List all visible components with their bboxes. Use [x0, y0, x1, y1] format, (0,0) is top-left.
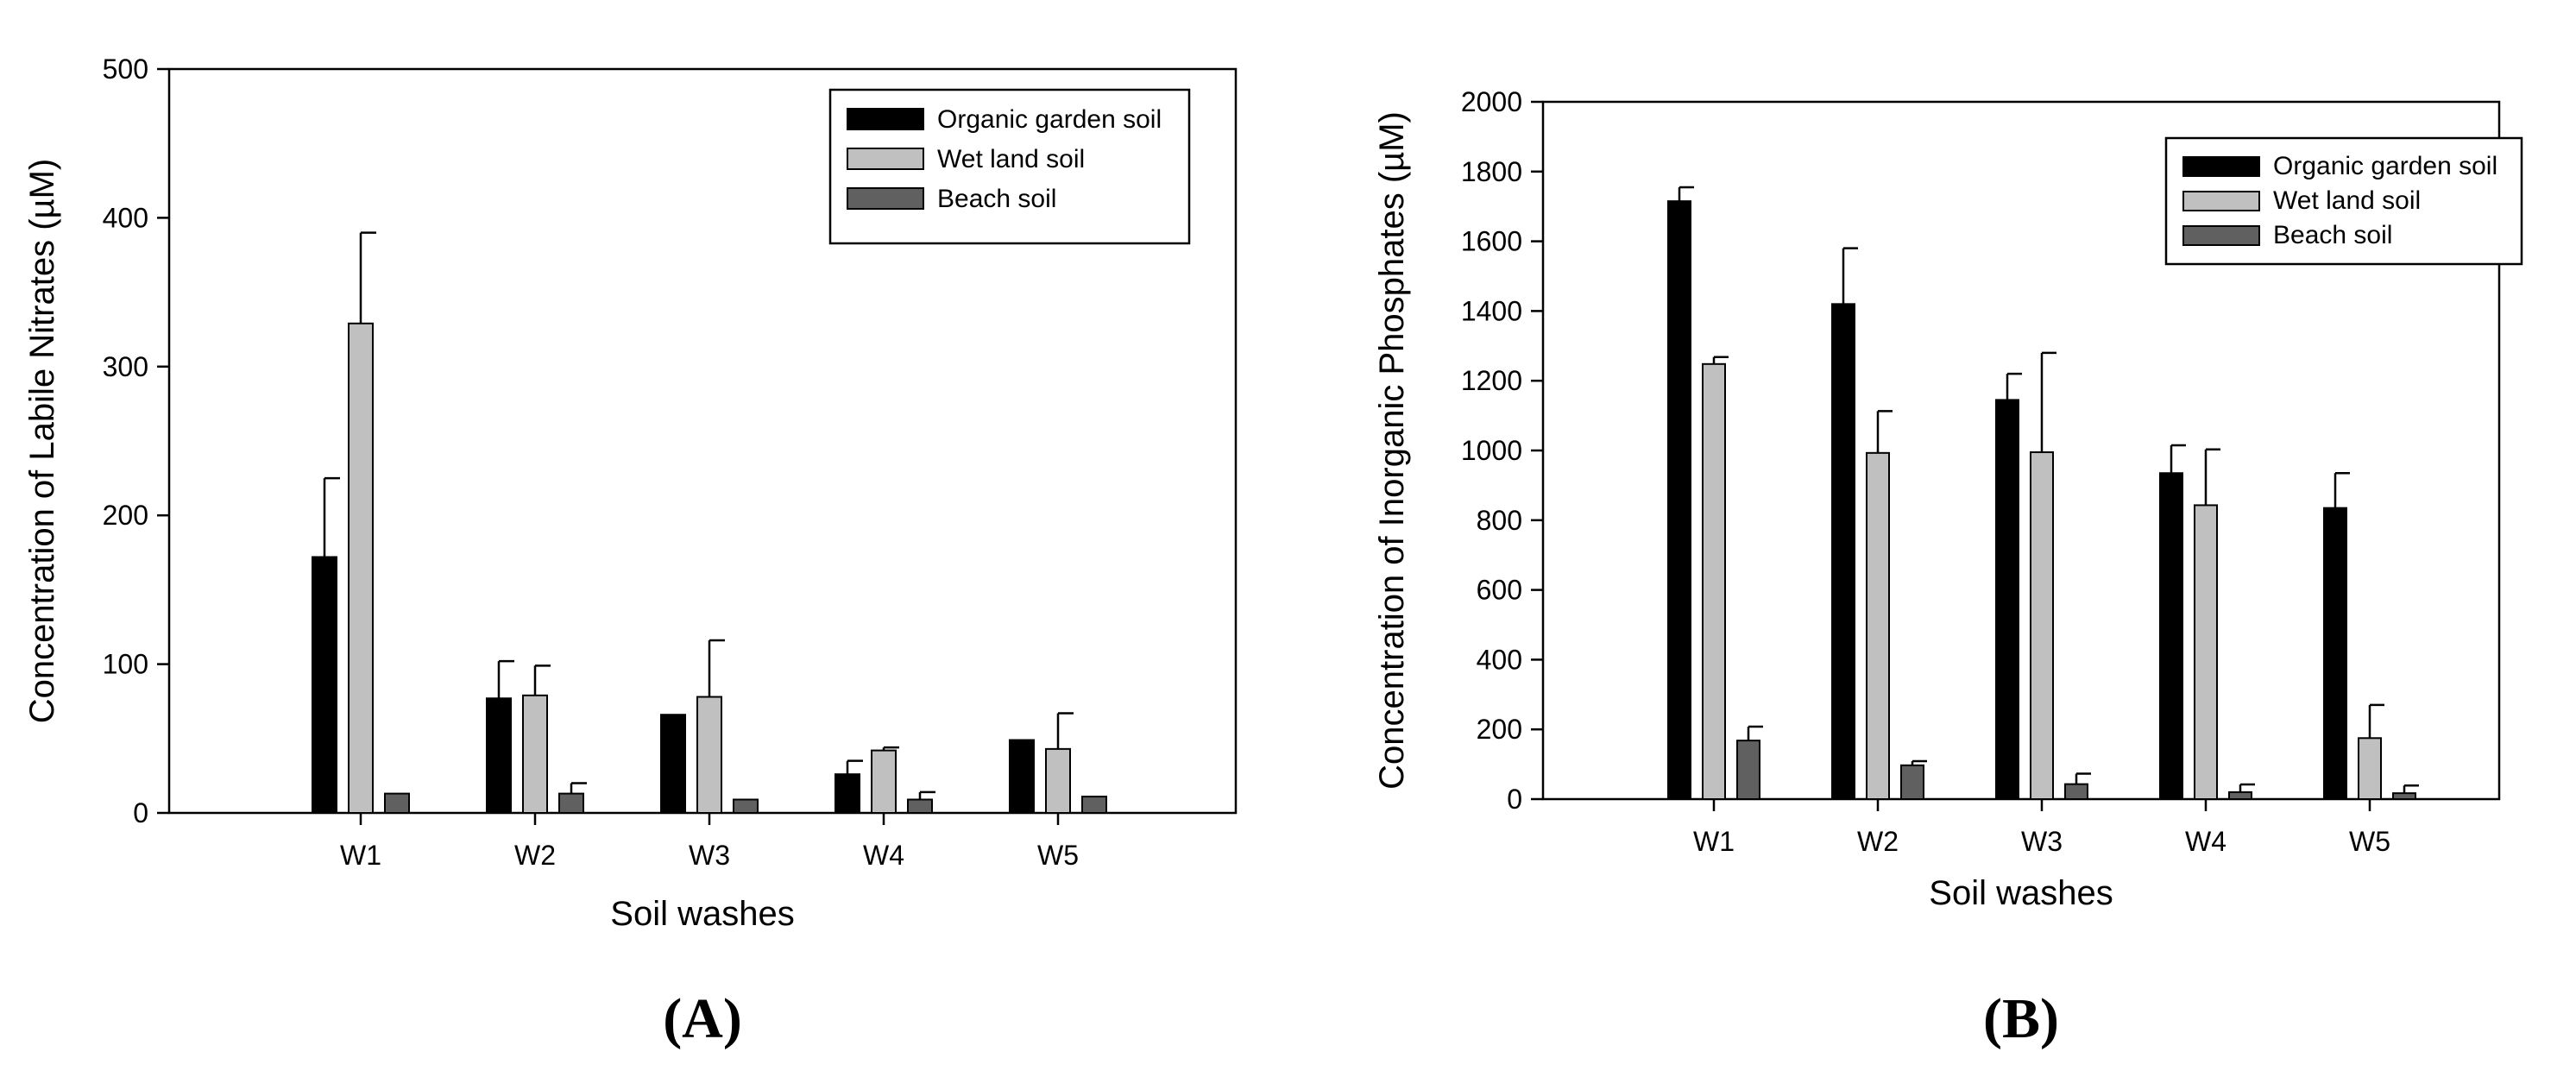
x-tick-label: W1	[340, 840, 381, 871]
legend: Organic garden soil Wet land soil Beach so…	[828, 88, 1191, 245]
legend-label: Wet land soil	[937, 145, 1085, 173]
y-tick-label: 200	[103, 500, 148, 531]
y-tick-label: 400	[1477, 644, 1522, 675]
bar	[1667, 200, 1691, 800]
legend-label: Organic garden soil	[937, 105, 1162, 134]
legend-swatch	[2182, 225, 2260, 246]
bar	[1702, 362, 1726, 800]
legend-swatch	[2182, 191, 2260, 211]
legend-label: Organic garden soil	[2273, 152, 2497, 180]
bar	[871, 749, 897, 814]
legend-label: Beach soil	[937, 185, 1056, 213]
bar	[2358, 737, 2382, 800]
y-axis-title: Concentration of Inorganic Phosphates (µ…	[1373, 111, 1411, 790]
legend-label: Wet land soil	[2273, 186, 2421, 215]
legend-swatch	[847, 108, 924, 130]
x-axis-title: Soil washes	[1929, 874, 2113, 912]
panel-label: (B)	[1983, 987, 2059, 1050]
legend-label: Beach soil	[2273, 221, 2392, 249]
x-tick-label: W4	[863, 840, 904, 871]
bar	[2323, 507, 2347, 800]
y-tick-label: 400	[103, 202, 148, 233]
x-tick-label: W5	[1037, 840, 1079, 871]
y-tick-label: 1800	[1461, 156, 1522, 187]
bar	[1995, 399, 2019, 800]
bar	[2159, 472, 2183, 800]
y-tick-label: 0	[1507, 784, 1522, 815]
x-tick-label: W2	[1857, 826, 1899, 857]
y-tick-label: 500	[103, 54, 148, 85]
legend-swatch	[847, 187, 924, 210]
y-tick-label: 600	[1477, 575, 1522, 606]
x-tick-label: W1	[1693, 826, 1735, 857]
bar	[660, 714, 686, 814]
legend-swatch	[2182, 156, 2260, 177]
y-tick-label: 200	[1477, 714, 1522, 745]
bar	[907, 798, 933, 815]
bar	[1900, 764, 1924, 801]
bar	[2030, 451, 2054, 801]
bar	[2194, 504, 2218, 800]
bar	[835, 773, 860, 815]
chart-b: 0 200 400 600 800 1000 1200 1400 1600 1800 2000 W1 W…	[1373, 86, 2523, 1050]
legend-swatch	[847, 148, 924, 170]
y-axis-title: Concentration of Labile Nitrates (µM)	[23, 159, 61, 723]
bar	[1866, 451, 1890, 800]
x-tick-label: W2	[514, 840, 556, 871]
x-axis-title: Soil washes	[610, 895, 794, 933]
y-tick-label: 1000	[1461, 435, 1522, 466]
bar	[486, 697, 512, 815]
bar	[1831, 303, 1855, 800]
x-tick-label: W3	[2021, 826, 2063, 857]
y-tick-label: 2000	[1461, 86, 1522, 117]
bar	[1736, 740, 1760, 800]
bar	[733, 798, 759, 815]
bar	[1081, 796, 1107, 815]
x-tick-label: W3	[689, 840, 730, 871]
legend: Organic garden soil Wet land soil Beach so…	[2164, 136, 2523, 266]
bar	[2064, 783, 2088, 800]
bar	[2392, 792, 2416, 801]
bar	[696, 696, 722, 815]
bar	[522, 694, 548, 815]
y-tick-label: 1600	[1461, 226, 1522, 257]
bar	[558, 792, 584, 815]
bar	[312, 556, 337, 814]
x-tick-label: W4	[2185, 826, 2226, 857]
y-tick-label: 0	[133, 797, 148, 828]
y-tick-label: 100	[103, 649, 148, 680]
bar	[2228, 790, 2252, 800]
bar	[1009, 739, 1035, 814]
panel-label: (A)	[663, 987, 742, 1050]
x-tick-label: W5	[2349, 826, 2390, 857]
y-tick-label: 800	[1477, 505, 1522, 536]
bar	[1045, 747, 1071, 814]
y-tick-label: 300	[103, 351, 148, 382]
y-tick-label: 1400	[1461, 295, 1522, 326]
y-tick-label: 1200	[1461, 365, 1522, 396]
bar	[384, 792, 410, 815]
bar	[348, 322, 374, 814]
chart-a: 0 100 200 300 400 500 W1 W2 W3 W4 W5 Organic garden…	[23, 54, 1238, 1050]
